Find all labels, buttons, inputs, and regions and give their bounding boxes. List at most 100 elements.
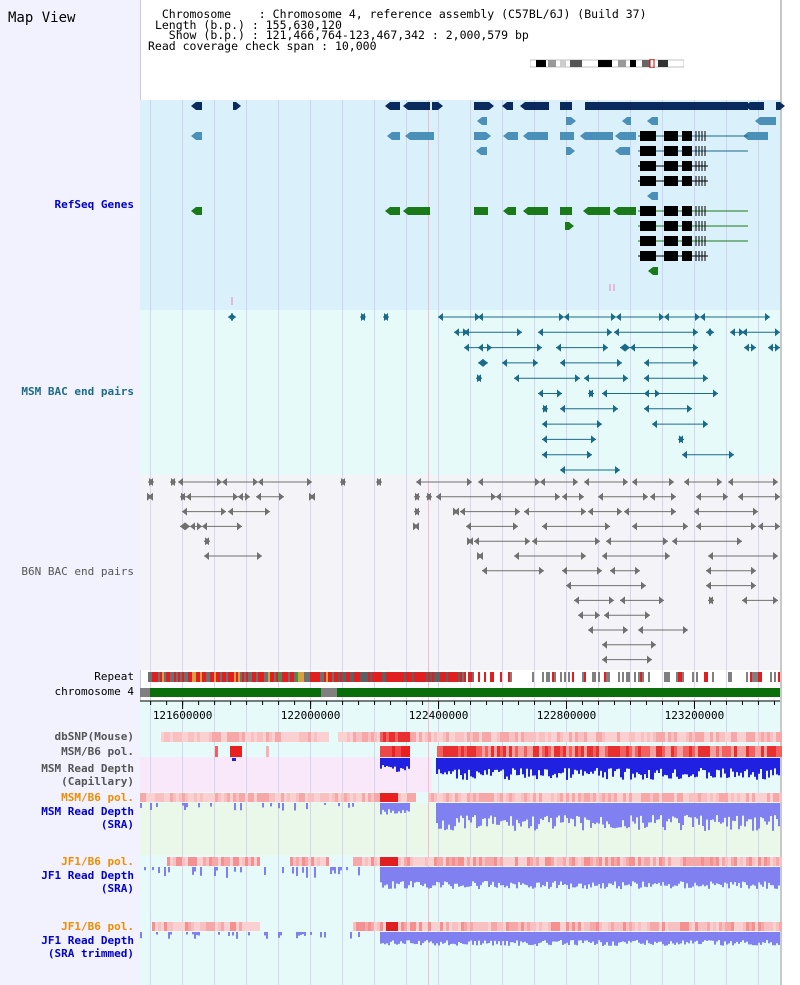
pol-cell xyxy=(566,922,569,931)
depth-bar xyxy=(440,803,442,829)
pol-cell xyxy=(407,922,410,931)
pol-cell xyxy=(644,922,647,931)
pol-cell xyxy=(536,922,539,931)
depth-bar xyxy=(382,803,384,810)
pol-cell xyxy=(494,922,497,931)
gene-arrow xyxy=(476,147,481,155)
pol-cell xyxy=(461,793,464,802)
depth-bar xyxy=(540,932,542,943)
chromosome-ideogram[interactable] xyxy=(529,53,685,69)
bac-end xyxy=(478,313,483,321)
repeat-block xyxy=(696,672,698,682)
pol-cell xyxy=(170,922,173,931)
bac-end xyxy=(222,478,227,486)
region-info: Chromosome : Chromosome 4, reference ass… xyxy=(148,8,647,51)
gene-arrow xyxy=(580,132,585,140)
pol-cell xyxy=(578,732,581,742)
pol-cell xyxy=(653,793,656,802)
depth-bar xyxy=(746,932,748,942)
gene-exon-black xyxy=(640,161,656,171)
pol-cell xyxy=(563,732,566,742)
depth-bar xyxy=(744,803,746,827)
bac-end xyxy=(542,420,547,429)
depth-bar xyxy=(726,758,728,778)
repeat-block xyxy=(552,672,554,682)
repeat-block xyxy=(330,672,332,682)
gene-arrow xyxy=(489,102,494,110)
repeat-block xyxy=(432,672,434,682)
pol-cell xyxy=(536,857,539,866)
depth-bar xyxy=(234,803,236,811)
pol-cell xyxy=(428,732,431,742)
pol-cell xyxy=(605,922,608,931)
depth-bar xyxy=(776,932,778,944)
pol-cell xyxy=(410,857,413,866)
depth-bar xyxy=(640,867,642,888)
depth-bar xyxy=(348,803,350,808)
repeat-block xyxy=(152,672,154,682)
gene-exon-black xyxy=(664,221,678,231)
pol-cell xyxy=(233,732,236,742)
pol-cell xyxy=(290,857,293,866)
depth-bar xyxy=(668,867,670,885)
depth-bar xyxy=(706,758,708,779)
depth-bar xyxy=(600,803,602,817)
depth-bar xyxy=(566,932,568,943)
bac-end xyxy=(514,374,519,383)
pol-cell xyxy=(239,746,242,757)
depth-bar xyxy=(760,803,762,818)
pol-cell xyxy=(173,857,176,866)
pol-cell xyxy=(461,732,464,742)
pol-cell xyxy=(566,746,569,757)
pol-cell xyxy=(647,732,650,742)
pol-cell xyxy=(593,746,596,757)
depth-bar xyxy=(490,758,492,776)
pol-cell xyxy=(383,922,386,931)
bac-end xyxy=(464,343,469,352)
dbsnp-band xyxy=(161,732,782,742)
depth-bar xyxy=(482,803,484,819)
gene-exon xyxy=(390,102,400,110)
bac-end xyxy=(664,313,669,321)
depth-bar xyxy=(686,758,688,775)
gene-exon-black xyxy=(682,251,692,261)
depth-bar xyxy=(410,867,412,882)
depth-bar xyxy=(652,932,654,945)
bac-end xyxy=(377,478,382,486)
depth-bar xyxy=(744,932,746,943)
pol-cell xyxy=(494,746,497,757)
depth-bar xyxy=(670,867,672,889)
depth-bar xyxy=(772,803,774,831)
pol-cell xyxy=(380,922,383,931)
pol-cell xyxy=(638,732,641,742)
pol-cell xyxy=(572,857,575,866)
depth-bar xyxy=(704,803,706,831)
depth-bar xyxy=(520,932,522,942)
track-label-msm-pol-1: MSM/B6 pol. xyxy=(61,745,134,758)
bac-end xyxy=(221,507,226,516)
repeat-block xyxy=(374,672,376,682)
bac-end xyxy=(751,581,756,590)
depth-bar xyxy=(458,867,460,887)
depth-bar xyxy=(270,803,272,807)
depth-bar xyxy=(740,867,742,888)
pol-cell xyxy=(659,793,662,802)
depth-bar xyxy=(460,803,462,816)
depth-bar xyxy=(436,867,438,882)
bac-end xyxy=(623,374,628,383)
depth-bar xyxy=(158,867,160,874)
depth-bar xyxy=(462,932,464,944)
depth-bar xyxy=(464,803,466,829)
depth-bar xyxy=(650,932,652,945)
repeat-block xyxy=(640,672,642,682)
depth-bar xyxy=(666,758,668,776)
gene-arrow xyxy=(648,267,653,275)
depth-bar xyxy=(480,758,482,775)
depth-bar xyxy=(734,803,736,822)
depth-bar xyxy=(560,867,562,882)
bac-end xyxy=(182,507,187,516)
pol-cell xyxy=(542,857,545,866)
gene-exon-black xyxy=(682,221,692,231)
depth-bar xyxy=(578,758,580,774)
